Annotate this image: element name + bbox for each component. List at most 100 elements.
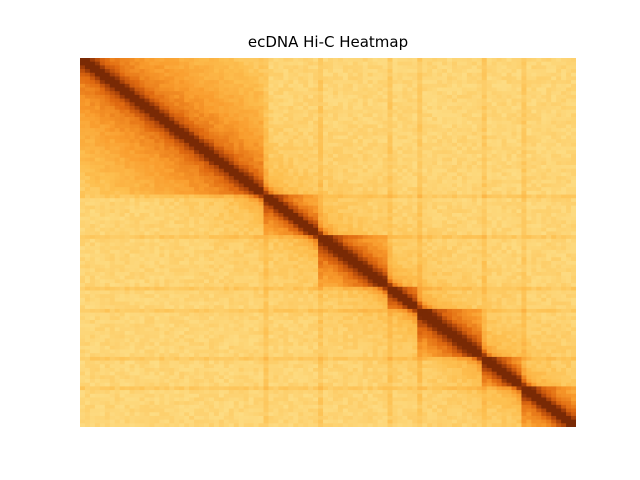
heatmap-cell xyxy=(144,109,150,114)
heatmap-cell xyxy=(456,165,463,170)
heatmap-cell xyxy=(501,72,507,77)
heatmap-cell xyxy=(541,190,547,195)
heatmap-cell xyxy=(328,87,334,92)
heatmap-cell xyxy=(461,209,468,214)
heatmap-cell xyxy=(323,150,329,155)
heatmap-cell xyxy=(199,135,205,140)
heatmap-cell xyxy=(288,128,294,133)
heatmap-cell xyxy=(402,105,408,111)
heatmap-cell xyxy=(204,58,210,63)
heatmap-cell xyxy=(347,105,354,111)
heatmap-cell xyxy=(541,98,547,103)
heatmap-cell xyxy=(377,113,383,118)
heatmap-cell xyxy=(456,69,463,74)
heatmap-cell xyxy=(278,176,284,181)
heatmap-cell xyxy=(328,102,334,107)
heatmap-cell xyxy=(84,176,91,181)
heatmap-cell xyxy=(154,157,160,162)
heatmap-cell xyxy=(422,216,428,221)
heatmap-cell xyxy=(566,69,572,74)
heatmap-cell xyxy=(233,113,240,118)
heatmap-cell xyxy=(516,201,522,206)
heatmap-cell xyxy=(516,190,522,195)
heatmap-cell xyxy=(144,216,150,221)
heatmap-cell xyxy=(536,176,542,181)
heatmap-cell xyxy=(407,109,413,114)
heatmap-cell xyxy=(397,172,403,177)
heatmap-cell xyxy=(456,220,463,225)
heatmap-cell xyxy=(278,135,284,140)
heatmap-cell xyxy=(392,109,398,114)
heatmap-cell xyxy=(139,150,145,155)
heatmap-cell xyxy=(496,109,502,114)
heatmap-cell xyxy=(506,157,512,162)
heatmap-cell xyxy=(442,157,448,162)
heatmap-cell xyxy=(218,212,225,218)
heatmap-cell xyxy=(397,61,403,66)
heatmap-cell xyxy=(471,157,478,162)
heatmap-cell xyxy=(194,157,200,162)
heatmap-cell xyxy=(184,124,190,129)
heatmap-cell xyxy=(189,58,195,63)
heatmap-cell xyxy=(387,157,393,162)
heatmap-cell xyxy=(377,216,383,221)
heatmap-cell xyxy=(471,220,478,225)
heatmap-cell xyxy=(323,235,329,240)
heatmap-cell xyxy=(447,69,453,74)
heatmap-cell xyxy=(194,76,200,81)
heatmap-cell xyxy=(313,124,319,129)
heatmap-cell xyxy=(119,105,126,111)
heatmap-cell xyxy=(213,109,220,114)
heatmap-cell xyxy=(486,153,493,159)
heatmap-cell xyxy=(481,153,488,159)
heatmap-cell xyxy=(194,183,200,188)
heatmap-cell xyxy=(99,157,106,162)
heatmap-cell xyxy=(397,190,403,195)
heatmap-cell xyxy=(481,183,488,188)
heatmap-cell xyxy=(213,165,220,170)
heatmap-cell xyxy=(149,190,155,195)
heatmap-cell xyxy=(109,205,116,210)
heatmap-cell xyxy=(248,61,254,66)
heatmap-cell xyxy=(208,113,215,118)
heatmap-cell xyxy=(422,227,428,232)
heatmap-cell xyxy=(164,76,170,81)
heatmap-cell xyxy=(114,146,121,151)
heatmap-cell xyxy=(169,227,175,232)
heatmap-cell xyxy=(377,157,383,162)
heatmap-cell xyxy=(84,94,91,99)
heatmap-cell xyxy=(194,187,200,192)
heatmap-cell xyxy=(412,65,418,70)
heatmap-cell xyxy=(278,83,284,88)
heatmap-cell xyxy=(496,80,502,85)
heatmap-cell xyxy=(258,105,264,111)
heatmap-cell xyxy=(149,76,155,81)
heatmap-cell xyxy=(357,94,364,99)
heatmap-cell xyxy=(218,58,225,63)
heatmap-cell xyxy=(129,109,135,114)
heatmap-cell xyxy=(501,139,507,144)
heatmap-cell xyxy=(387,190,393,195)
heatmap-cell xyxy=(189,190,195,195)
heatmap-cell xyxy=(288,209,294,214)
heatmap-cell xyxy=(501,87,507,92)
heatmap-cell xyxy=(372,120,378,125)
heatmap-cell xyxy=(149,117,155,122)
heatmap-cell xyxy=(139,124,145,129)
heatmap-cell xyxy=(139,220,145,225)
heatmap-cell xyxy=(452,58,458,63)
heatmap-cell xyxy=(536,124,542,129)
heatmap-cell xyxy=(308,183,314,188)
heatmap-cell xyxy=(337,209,344,214)
heatmap-cell xyxy=(194,198,200,203)
heatmap-cell xyxy=(308,172,314,177)
heatmap-cell xyxy=(402,135,408,140)
heatmap-cell xyxy=(461,153,468,159)
heatmap-cell xyxy=(159,128,165,133)
heatmap-cell xyxy=(377,198,383,203)
heatmap-cell xyxy=(223,98,230,103)
heatmap-cell xyxy=(109,161,116,166)
heatmap-cell xyxy=(571,172,576,177)
heatmap-cell xyxy=(456,157,463,162)
heatmap-cell xyxy=(288,83,294,88)
